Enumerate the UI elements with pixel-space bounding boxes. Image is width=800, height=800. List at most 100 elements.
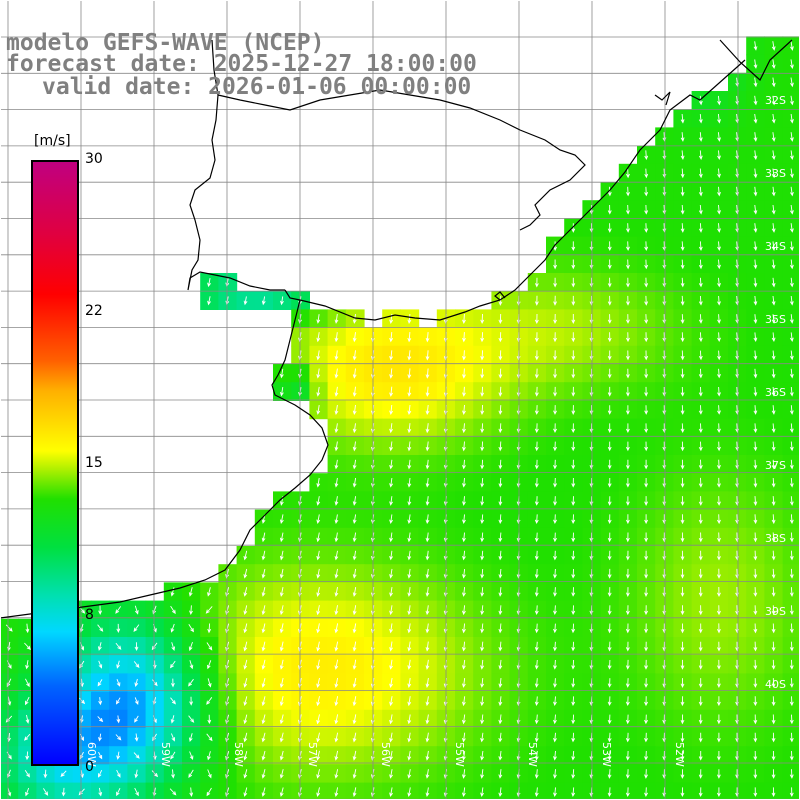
wind-arrow: [571, 295, 576, 306]
wind-arrow: [753, 750, 758, 761]
wind-arrow: [571, 641, 576, 652]
wind-arrow: [207, 751, 211, 761]
wind-arrow: [771, 350, 776, 361]
wind-arrow: [206, 697, 213, 705]
wind-arrow: [243, 787, 248, 797]
wind-arrow: [170, 697, 176, 705]
wind-arrow: [316, 532, 321, 543]
wind-arrow: [407, 677, 412, 689]
wind-arrow: [170, 715, 175, 724]
wind-arrow: [407, 732, 412, 743]
wind-arrow: [334, 459, 339, 470]
wind-arrow: [534, 514, 539, 525]
wind-arrow: [116, 751, 121, 760]
wind-arrow: [753, 477, 758, 488]
wind-arrow: [789, 477, 794, 488]
wind-arrow: [607, 568, 612, 579]
wind-arrow: [607, 532, 612, 543]
wind-arrow: [571, 750, 576, 761]
wind-arrow: [771, 168, 776, 179]
wind-arrow: [261, 677, 266, 688]
wind-arrow: [334, 368, 339, 379]
wind-arrow: [115, 642, 122, 650]
colorbar-gradient: [33, 162, 77, 764]
wind-arrow: [352, 769, 357, 779]
wind-arrow: [771, 678, 776, 688]
wind-arrow: [352, 732, 357, 743]
wind-arrow: [553, 441, 557, 452]
wind-arrow: [753, 259, 758, 270]
wind-arrow: [771, 405, 776, 415]
wind-arrow: [152, 733, 157, 742]
wind-arrow: [243, 550, 248, 561]
wind-arrow: [753, 568, 758, 579]
wind-arrow: [625, 605, 630, 616]
latitude-label: 40S: [765, 678, 786, 691]
wind-arrow: [644, 168, 649, 179]
wind-arrow: [607, 477, 612, 488]
wind-arrow: [753, 368, 758, 379]
wind-arrow: [553, 568, 557, 579]
wind-arrow: [717, 223, 721, 233]
wind-arrow: [407, 623, 412, 634]
wind-arrow: [607, 550, 612, 561]
wind-arrow: [206, 787, 212, 797]
wind-arrow: [553, 277, 558, 288]
wind-arrow: [680, 186, 685, 197]
wind-arrow: [625, 459, 630, 470]
wind-arrow: [626, 368, 630, 379]
wind-arrow: [188, 769, 194, 778]
wind-arrow: [571, 477, 576, 488]
wind-arrow: [462, 423, 466, 434]
wind-arrow: [771, 423, 776, 434]
wind-arrow: [389, 641, 393, 652]
wind-arrow: [571, 678, 576, 688]
wind-arrow: [607, 641, 612, 652]
wind-arrow: [571, 696, 576, 707]
wind-arrow: [60, 770, 67, 777]
longitude-label: 52W: [673, 742, 686, 767]
colorbar-tick: 22: [85, 303, 103, 319]
wind-arrow: [753, 587, 758, 597]
wind-arrow: [626, 259, 630, 270]
wind-arrow: [753, 204, 758, 215]
wind-arrow: [534, 405, 539, 415]
wind-arrow: [534, 696, 539, 707]
wind-arrow: [352, 605, 357, 616]
wind-arrow: [607, 441, 612, 452]
wind-arrow: [680, 277, 685, 288]
wind-arrow: [334, 423, 339, 434]
wind-arrow: [753, 659, 758, 670]
wind-arrow: [790, 41, 794, 51]
wind-arrow: [134, 769, 139, 779]
wind-arrow: [753, 295, 758, 306]
wind-arrow: [680, 641, 685, 652]
wind-arrow: [498, 659, 503, 670]
wind-arrow: [771, 623, 776, 634]
wind-arrow: [680, 259, 685, 270]
wind-arrow: [717, 332, 721, 343]
wind-arrow: [771, 496, 776, 506]
wind-arrow: [789, 696, 794, 707]
wind-arrow: [716, 696, 721, 707]
wind-arrow: [625, 386, 630, 397]
wind-arrow: [407, 404, 412, 415]
wind-arrow: [243, 659, 248, 670]
wind-arrow: [462, 313, 466, 325]
wind-arrow: [717, 204, 721, 215]
wind-arrow: [553, 641, 557, 652]
wind-arrow: [352, 714, 357, 725]
wind-arrow: [133, 752, 140, 759]
wind-arrow: [553, 696, 557, 707]
wind-arrow: [571, 769, 576, 779]
wind-arrow: [5, 715, 13, 723]
wind-arrow: [771, 295, 776, 306]
wind-arrow: [753, 623, 758, 634]
wind-arrow: [188, 715, 195, 723]
wind-arrow: [607, 223, 612, 233]
wind-arrow: [261, 605, 266, 616]
wind-arrow: [789, 368, 794, 379]
wind-arrow: [571, 405, 576, 415]
wind-arrow: [334, 514, 339, 525]
